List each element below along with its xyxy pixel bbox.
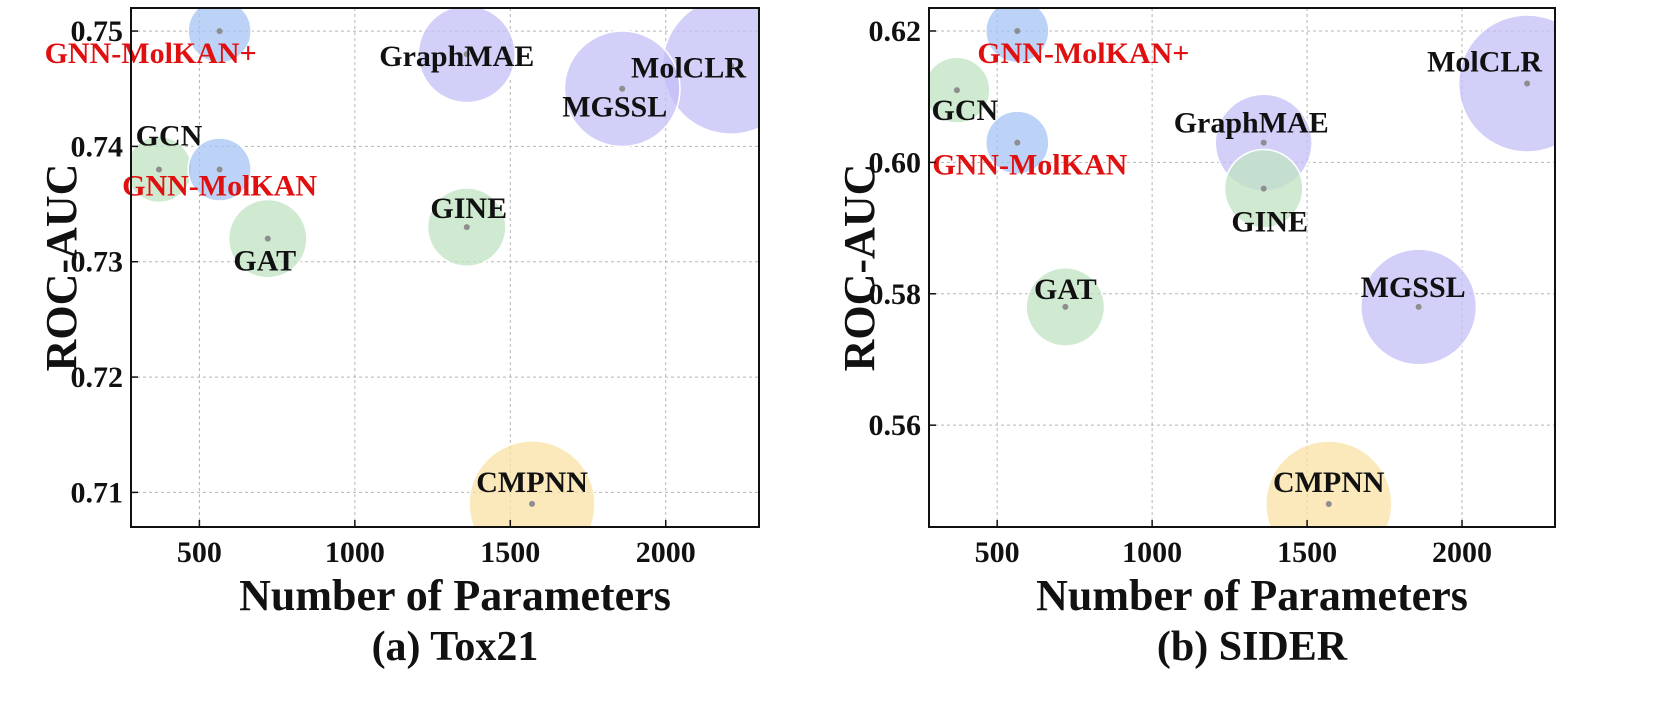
point-label-gine: GINE	[430, 192, 507, 225]
y-tick-label: 0.75	[71, 15, 124, 48]
y-tick-label: 0.71	[71, 476, 124, 509]
bubble-cmpnn	[468, 440, 596, 527]
bubble-gnn-molkan-plus	[187, 8, 252, 64]
center-dot-graphmae	[463, 51, 470, 58]
center-dot-gcn	[953, 87, 960, 94]
y-axis-title: ROC-AUC	[835, 164, 884, 372]
y-tick-label: 0.62	[869, 15, 922, 48]
y-axis-title: ROC-AUC	[37, 164, 86, 372]
bubble-cmpnn	[1265, 440, 1393, 527]
x-tick-label: 500	[975, 536, 1020, 569]
center-dot-gat	[264, 235, 271, 242]
center-dot-mgssl	[1415, 303, 1422, 310]
center-dot-molclr	[728, 62, 735, 69]
point-labels: GNN-MolKAN+ GraphMAE MolCLR MGSSL GCN GNN-Mol…	[45, 37, 747, 499]
point-label-mgssl: MGSSL	[562, 91, 667, 124]
x-axis-title: Number of Parameters	[239, 571, 671, 620]
y-tick-label: 0.74	[71, 130, 124, 163]
point-label-gat: GAT	[233, 245, 296, 278]
point-label-gcn: GCN	[136, 119, 203, 152]
point-label-mgssl: MGSSL	[1361, 271, 1466, 304]
x-tick-label: 1000	[325, 536, 385, 569]
point-label-molclr: MolCLR	[1427, 46, 1542, 79]
point-label-graphmae: GraphMAE	[379, 40, 534, 73]
panel-caption: (b) SIDER	[1157, 624, 1348, 670]
center-dot-gnn-molkan-plus	[216, 28, 223, 35]
y-tick-label: 0.73	[71, 246, 124, 279]
panel-caption: (a) Tox21	[372, 624, 539, 670]
sider-chart: GNN-MolKAN+ GCN MolCLR GNN-MolKAN GraphMAE GI…	[835, 7, 1556, 670]
y-tick-label: 0.58	[869, 278, 922, 311]
center-dot-gnn-molkan-plus	[1014, 27, 1021, 34]
x-tick-label: 1500	[480, 536, 540, 569]
point-label-gcn: GCN	[932, 94, 999, 127]
y-tick-label: 0.56	[869, 409, 922, 442]
point-label-gnn-molkan-plus: GNN-MolKAN+	[977, 37, 1189, 70]
x-axis-title: Number of Parameters	[1036, 571, 1468, 620]
center-dot-gcn	[155, 166, 162, 173]
point-label-graphmae: GraphMAE	[1174, 107, 1329, 140]
point-label-gat: GAT	[1034, 273, 1097, 306]
point-label-gine: GINE	[1231, 206, 1308, 239]
center-dot-mgssl	[619, 85, 626, 92]
plot-frame	[928, 7, 1556, 528]
bubbles	[131, 8, 759, 527]
point-label-cmpnn: CMPNN	[476, 466, 588, 499]
point-label-gnn-molkan-plus: GNN-MolKAN+	[45, 37, 257, 70]
center-dot-cmpnn	[529, 500, 536, 507]
x-tick-label: 2000	[636, 536, 696, 569]
point-label-molclr: MolCLR	[631, 52, 746, 85]
center-dot-gine	[1260, 185, 1267, 192]
plot-frame	[130, 7, 760, 528]
bubble-gnn-molkan-plus	[985, 8, 1050, 64]
x-tick-label: 500	[177, 536, 222, 569]
center-dot-gat	[1062, 303, 1069, 310]
center-dot-gnn-molkan	[1014, 139, 1021, 146]
y-tick-label: 0.60	[869, 146, 922, 179]
tox21-chart: GNN-MolKAN+ GraphMAE MolCLR MGSSL GCN GNN-Mol…	[37, 7, 760, 670]
x-tick-label: 2000	[1432, 536, 1492, 569]
x-tick-label: 1500	[1277, 536, 1337, 569]
bubbles	[929, 8, 1555, 527]
point-label-cmpnn: CMPNN	[1273, 466, 1385, 499]
point-label-gnn-molkan: GNN-MolKAN	[122, 169, 317, 202]
y-tick-label: 0.72	[71, 361, 124, 394]
center-dot-gnn-molkan	[216, 166, 223, 173]
x-tick-label: 1000	[1122, 536, 1182, 569]
center-dot-gine	[463, 224, 470, 231]
point-label-gnn-molkan: GNN-MolKAN	[932, 149, 1127, 182]
point-labels: GNN-MolKAN+ GCN MolCLR GNN-MolKAN GraphMAE GI…	[932, 37, 1543, 499]
center-dot-molclr	[1524, 80, 1531, 87]
center-dot-cmpnn	[1325, 501, 1332, 508]
center-dot-graphmae	[1260, 139, 1267, 146]
bubble-molclr	[1457, 14, 1555, 153]
